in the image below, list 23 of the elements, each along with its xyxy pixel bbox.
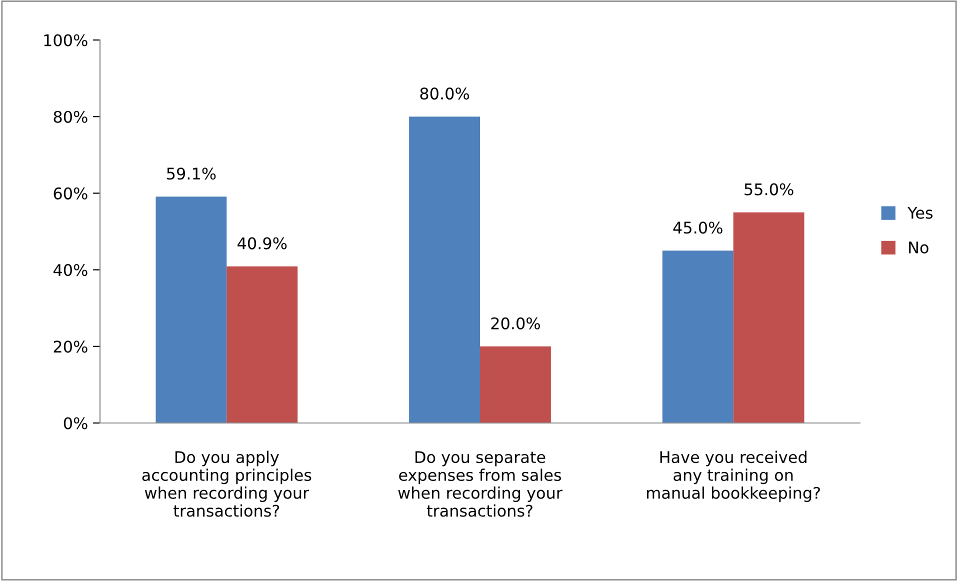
- y-tick-label: 80%: [54, 110, 88, 123]
- bar: [226, 266, 298, 423]
- y-tick-label: 60%: [54, 187, 88, 200]
- data-label: 20.0%: [491, 317, 540, 330]
- data-label: 40.9%: [238, 237, 287, 250]
- y-tick-label: 0%: [64, 417, 88, 430]
- bar: [156, 196, 227, 423]
- y-tick-label: 20%: [54, 340, 88, 353]
- bar: [662, 250, 734, 423]
- x-tick-label: Have you received any training on manual bookkeeping?: [647, 450, 820, 502]
- legend-label: Yes: [908, 206, 933, 219]
- x-tick-label: Do you apply accounting principles when recording your transactions?: [142, 450, 312, 517]
- y-tick-label: 100%: [44, 34, 88, 46]
- bar: [733, 212, 804, 423]
- data-label: 55.0%: [744, 183, 794, 196]
- data-label: 45.0%: [673, 222, 722, 234]
- legend-label: No: [909, 242, 928, 254]
- y-tick-label: 40%: [53, 264, 88, 276]
- data-label: 59.1%: [167, 168, 216, 180]
- x-tick-label: Do you separate expenses from sales when recording your transactions?: [398, 451, 562, 517]
- data-label: 80.0%: [420, 88, 470, 100]
- bar: [480, 346, 551, 423]
- bar: [409, 116, 480, 423]
